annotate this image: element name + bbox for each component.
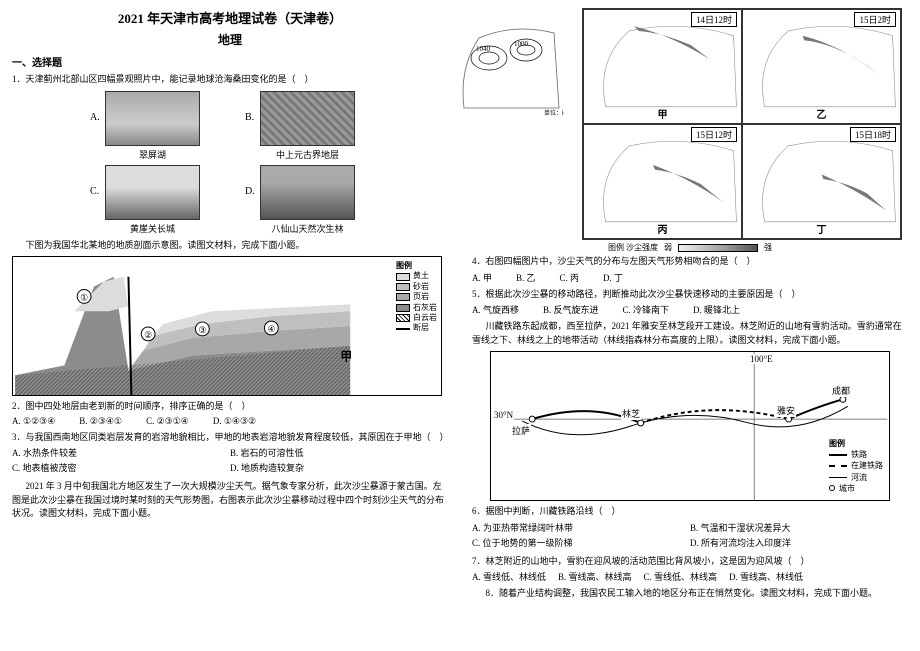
cap-b: 中上元古界地层 <box>260 148 355 161</box>
svg-text:甲: 甲 <box>340 350 352 364</box>
svg-text:④: ④ <box>267 324 275 334</box>
q1-row2: C. 黄崖关长城 D. 八仙山天然次生林 <box>12 165 448 235</box>
q1-thumb-a: A. 翠屏湖 <box>105 91 200 161</box>
geo-legend: 图例 黄土 砂岩 页岩 石灰岩 白云岩 断层 <box>394 259 439 336</box>
q7-opts: A. 雪线低、林线低 B. 雪线高、林线高 C. 雪线低、林线高 D. 雪线高、… <box>472 570 908 583</box>
q2-opts: A. ①②③④ B. ②③④① C. ②③①④ D. ①④③② <box>12 416 448 427</box>
section-heading: 一、选择题 <box>12 54 448 69</box>
q7-stem: 7．林芝附近的山地中，雪豹在迎风坡的活动范围比背风坡小，这是因为迎风坡（ ） <box>472 555 908 569</box>
svg-text:①: ① <box>80 292 88 302</box>
lead4: 2021 年 3 月中旬我国北方地区发生了一次大规模沙尘天气。据气象专家分析，此… <box>12 480 448 521</box>
q3-opts: A. 水热条件较差 B. 岩石的可溶性低 C. 地表植被茂密 D. 地质构造较复… <box>12 446 448 476</box>
cap-a: 翠屏湖 <box>105 148 200 161</box>
paper-subject: 地理 <box>12 31 448 48</box>
lead6: 川藏铁路东起成都，西至拉萨，2021 年雅安至林芝段开工建设。林芝附近的山地有雪… <box>472 320 908 347</box>
left-column: 2021 年天津市高考地理试卷（天津卷） 地理 一、选择题 1．天津蓟州北部山区… <box>0 0 460 651</box>
dust-legend: 图例 沙尘强度 弱 强 <box>472 242 908 253</box>
legend-title: 图例 <box>396 261 437 271</box>
q6-stem: 6．据图中判断，川藏铁路沿线（ ） <box>472 505 908 519</box>
svg-text:③: ③ <box>198 325 206 335</box>
opt-a-label: A. <box>90 112 100 123</box>
cap-c: 黄崖关长城 <box>105 222 200 235</box>
q4-stem: 4．右图四幅图片中，沙尘天气的分布与左图天气形势相吻合的是（ ） <box>472 255 908 269</box>
map-cell-4: 15日18时 丁 <box>742 124 901 239</box>
svg-text:单位：hPa: 单位：hPa <box>544 109 564 117</box>
opt-b-label: B. <box>245 112 254 123</box>
q5-stem: 5．根据此次沙尘暴的移动路径，判断推动此次沙尘暴快速移动的主要原因是（ ） <box>472 288 908 302</box>
q1-thumb-b: B. 中上元古界地层 <box>260 91 355 161</box>
map-cell-2: 15日2时 乙 <box>742 9 901 124</box>
svg-text:1040: 1040 <box>476 45 491 53</box>
q8: 8．随着产业结构调整，我国农民工输入地的地区分布正在悄然变化。读图文材料，完成下… <box>472 587 908 601</box>
opt-c-label: C. <box>90 186 99 197</box>
rail-map: 100°E 30°N 拉萨 林芝 雅安 成都 图例 铁路 在建铁路 河流 城市 <box>490 351 890 501</box>
geo-cross-section: ① ② ③ ④ 甲 图例 黄土 砂岩 页岩 石灰岩 白云岩 断层 <box>12 256 442 396</box>
map-cell-3: 15日12时 丙 <box>583 124 742 239</box>
q4-opts: A. 甲 B. 乙 C. 丙 D. 丁 <box>472 271 908 284</box>
map-cell-1: 14日12时 甲 <box>583 9 742 124</box>
opt-d-label: D. <box>245 186 255 197</box>
q1-row1: A. 翠屏湖 B. 中上元古界地层 <box>12 91 448 161</box>
dust-map-grid: 14日12时 甲 15日2时 乙 15日12时 丙 15日18时 丁 <box>582 8 902 240</box>
q6-opts: A. 为亚热带常绿阔叶林带 B. 气温和干湿状况差异大 C. 位于地势的第一级阶… <box>472 521 908 551</box>
isobar-map: 1040 1000 单位：hPa <box>454 18 564 118</box>
paper-title: 2021 年天津市高考地理试卷（天津卷） <box>12 8 448 27</box>
svg-text:②: ② <box>144 330 152 340</box>
q2-stem: 2．图中四处地层由老到新的时间顺序，排序正确的是（ ） <box>12 400 448 414</box>
cap-d: 八仙山天然次生林 <box>260 222 355 235</box>
rail-legend: 图例 铁路 在建铁路 河流 城市 <box>827 436 885 496</box>
right-column: 1040 1000 单位：hPa 14日12时 甲 15日2时 乙 15日12时… <box>460 0 920 651</box>
svg-text:1000: 1000 <box>514 40 529 48</box>
q5-opts: A. 气旋西移 B. 反气旋东进 C. 冷锋南下 D. 暖锋北上 <box>472 303 908 316</box>
lead2: 下图为我国华北某地的地质剖面示意图。读图文材料，完成下面小题。 <box>12 239 448 253</box>
q3-stem: 3．与我国西南地区同类岩层发育的岩溶地貌相比，甲地的地表岩溶地貌发育程度较低，其… <box>12 431 448 445</box>
q1-stem: 1．天津蓟州北部山区四幅景观照片中，能记录地球沧海桑田变化的是（ ） <box>12 73 448 87</box>
q1-thumb-d: D. 八仙山天然次生林 <box>260 165 355 235</box>
q1-thumb-c: C. 黄崖关长城 <box>105 165 200 235</box>
